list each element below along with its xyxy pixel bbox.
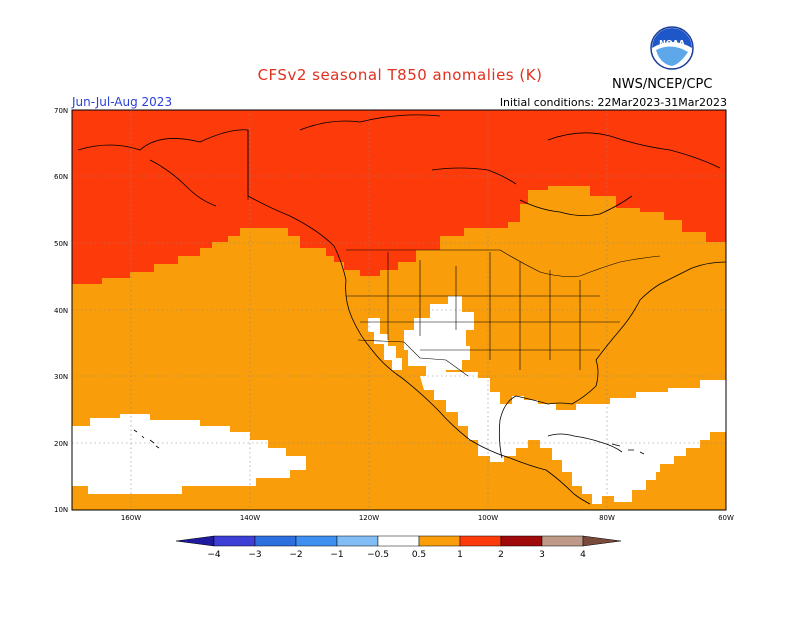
colorbar-label: 4: [580, 550, 586, 560]
colorbar-label: −3: [248, 550, 261, 560]
colorbar-arrow-high: [582, 535, 622, 547]
near-zero-baja: [368, 318, 402, 370]
colorbar-swatch: [500, 535, 543, 547]
colorbar-swatch: [213, 535, 256, 547]
lat-label: 70N: [54, 107, 68, 115]
colorbar-label: −1: [330, 550, 343, 560]
near-zero-southwest-us: [404, 296, 474, 376]
lon-label: 120W: [359, 514, 379, 522]
noaa-logo: NOAA: [650, 26, 694, 70]
lat-label: 30N: [54, 373, 68, 381]
near-zero-south-caribbean: [610, 468, 656, 502]
coastlines: [77, 114, 726, 505]
lon-label: 140W: [240, 514, 260, 522]
near-zero-pacific: [72, 414, 306, 494]
colorbar-arrow-low: [175, 535, 215, 547]
colorbar-label: 3: [539, 550, 545, 560]
colorbar-swatch: [295, 535, 338, 547]
colorbar-label: −2: [289, 550, 302, 560]
colorbar: −4 −3 −2 −1 −0.5 0.5 1 2 3 4: [175, 535, 622, 560]
lat-label: 40N: [54, 307, 68, 315]
borders: [247, 130, 661, 377]
lon-label: 80W: [599, 514, 615, 522]
colorbar-swatch: [377, 535, 420, 547]
lon-label: 100W: [478, 514, 498, 522]
colorbar-label: −4: [207, 550, 221, 560]
agency-label: NWS/NCEP/CPC: [612, 77, 713, 92]
chart-title: CFSv2 seasonal T850 anomalies (K): [257, 66, 543, 84]
initial-conditions-label: Initial conditions: 22Mar2023-31Mar2023: [499, 96, 727, 109]
lat-labels: 70N 60N 50N 40N 30N 20N 10N: [54, 107, 68, 514]
lat-label: 10N: [54, 506, 68, 514]
colorbar-swatch: [418, 535, 461, 547]
map-frame: [71, 109, 727, 511]
colorbar-label: 2: [498, 550, 504, 560]
logo-text: NOAA: [659, 39, 685, 48]
lat-label: 50N: [54, 240, 68, 248]
colorbar-swatch: [336, 535, 379, 547]
anomaly-band-1-2: [72, 110, 726, 284]
colorbar-label: −0.5: [367, 550, 389, 560]
lon-labels: 160W 140W 120W 100W 80W 60W: [121, 514, 734, 522]
colorbar-label: 1: [457, 550, 463, 560]
map-area: [72, 110, 726, 510]
lon-label: 160W: [121, 514, 141, 522]
colorbar-swatch: [459, 535, 502, 547]
colorbar-swatch: [541, 535, 584, 547]
colorbar-swatch: [254, 535, 297, 547]
lon-label: 60W: [718, 514, 734, 522]
season-label: Jun-Jul-Aug 2023: [72, 95, 173, 109]
lat-label: 60N: [54, 173, 68, 181]
colorbar-label: 0.5: [412, 550, 426, 560]
lat-label: 20N: [54, 440, 68, 448]
graticule: [72, 110, 726, 510]
